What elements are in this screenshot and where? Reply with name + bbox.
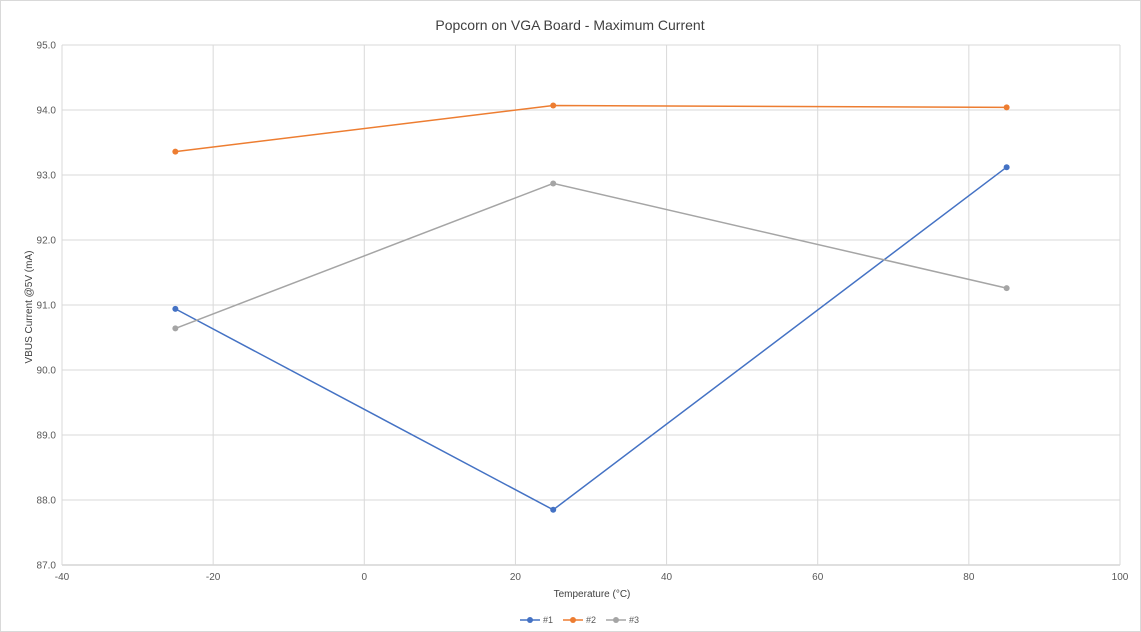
series-group xyxy=(172,102,1010,513)
legend: #1 #2 #3 xyxy=(520,615,639,625)
chart-title: Popcorn on VGA Board - Maximum Current xyxy=(435,17,704,33)
data-point-series-2 xyxy=(1003,104,1010,111)
y-tick-label: 94.0 xyxy=(37,106,57,117)
y-tick-label: 95.0 xyxy=(37,41,57,52)
series-line-3 xyxy=(175,182,1007,330)
data-point-series-1 xyxy=(172,305,179,312)
data-point-series-1 xyxy=(1003,164,1010,171)
x-axis-ticks: -40 -20 0 20 40 60 80 100 xyxy=(55,572,1129,583)
y-tick-label: 91.0 xyxy=(37,301,57,312)
legend-marker-2 xyxy=(570,617,576,623)
y-tick-label: 90.0 xyxy=(37,366,57,377)
x-tick-label: 0 xyxy=(362,572,368,583)
legend-label-3: #3 xyxy=(629,615,639,625)
data-point-series-3 xyxy=(550,180,557,187)
x-tick-label: -20 xyxy=(206,572,221,583)
series-line-2 xyxy=(175,104,1007,153)
data-point-series-2 xyxy=(550,102,557,109)
x-tick-label: 20 xyxy=(510,572,522,583)
legend-marker-1 xyxy=(527,617,533,623)
data-point-series-3 xyxy=(1003,285,1010,292)
x-axis-label: Temperature (°C) xyxy=(554,589,631,600)
x-tick-label: 100 xyxy=(1112,572,1129,583)
y-tick-label: 92.0 xyxy=(37,236,57,247)
y-axis-label: VBUS Current @5V (mA) xyxy=(24,251,35,364)
y-tick-label: 93.0 xyxy=(37,171,57,182)
gridlines xyxy=(61,44,1121,566)
x-tick-label: -40 xyxy=(55,572,70,583)
legend-marker-3 xyxy=(613,617,619,623)
x-tick-label: 80 xyxy=(963,572,975,583)
data-point-series-1 xyxy=(550,506,557,513)
data-point-series-3 xyxy=(172,325,179,332)
y-tick-label: 89.0 xyxy=(37,431,57,442)
x-tick-label: 40 xyxy=(661,572,673,583)
x-tick-label: 60 xyxy=(812,572,824,583)
y-tick-label: 87.0 xyxy=(37,561,57,572)
legend-label-2: #2 xyxy=(586,615,596,625)
series-line-1 xyxy=(175,166,1008,511)
y-tick-label: 88.0 xyxy=(37,496,57,507)
legend-label-1: #1 xyxy=(543,615,553,625)
data-point-series-2 xyxy=(172,148,179,155)
y-axis-ticks: 87.0 88.0 89.0 90.0 91.0 92.0 93.0 94.0 95.0 xyxy=(37,41,57,572)
